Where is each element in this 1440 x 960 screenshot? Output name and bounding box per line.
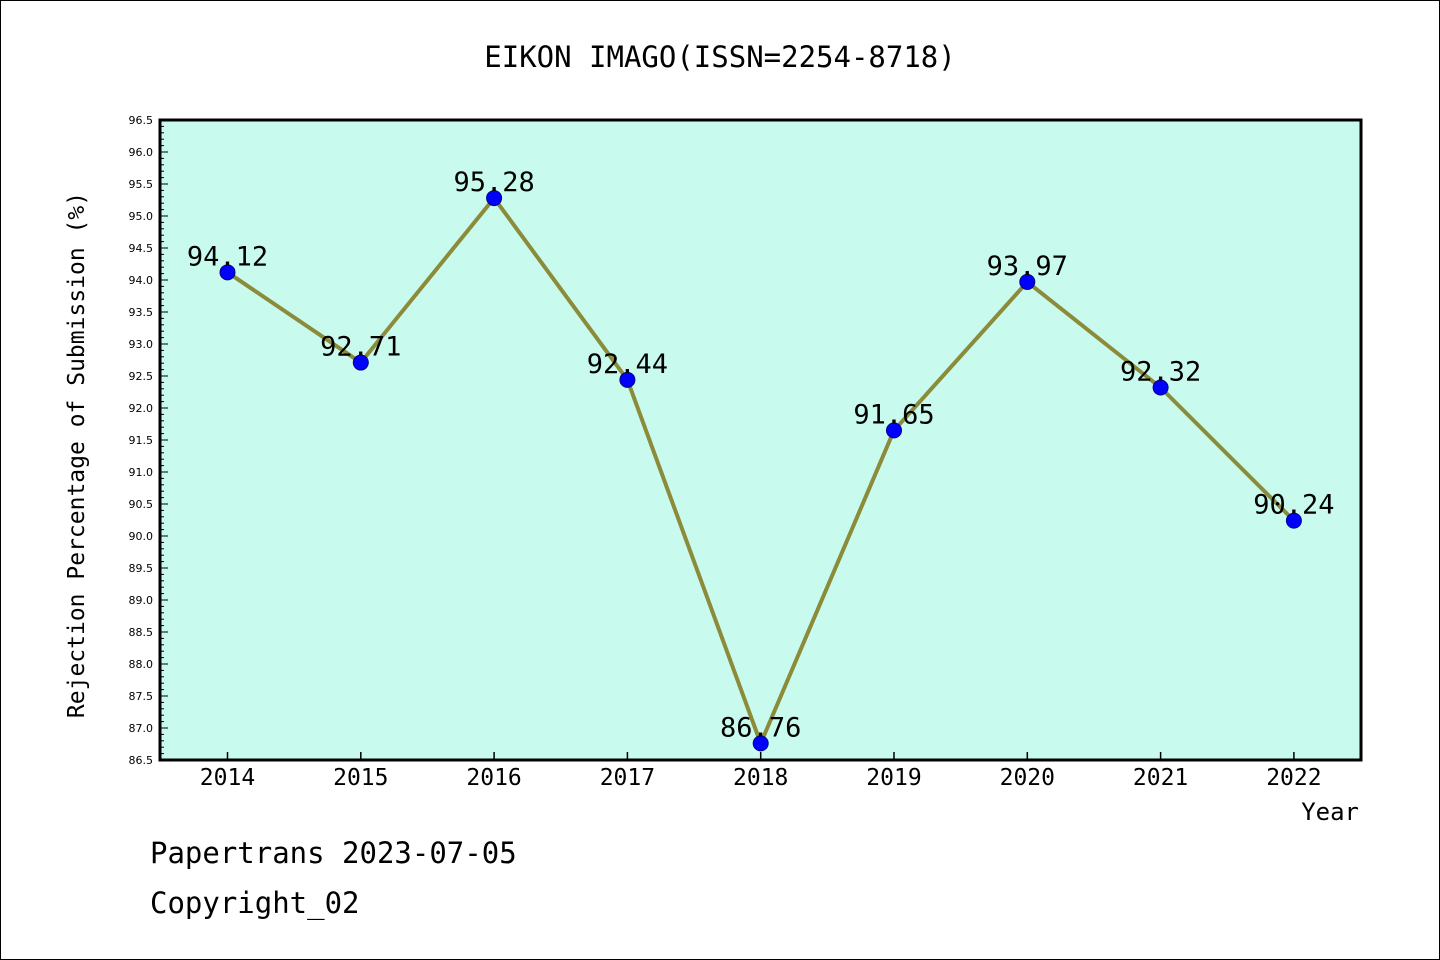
y-tick-label: 94.5 bbox=[129, 242, 154, 255]
y-tick-label: 93.5 bbox=[129, 306, 154, 319]
y-axis-label: Rejection Percentage of Submission (%) bbox=[64, 192, 90, 718]
y-tick-label: 95.5 bbox=[129, 178, 154, 191]
y-tick-label: 95.0 bbox=[129, 210, 154, 223]
x-axis-label: Year bbox=[1301, 798, 1359, 826]
y-tick-label: 88.5 bbox=[129, 626, 154, 639]
y-tick-label: 92.0 bbox=[129, 402, 154, 415]
plot-area bbox=[158, 118, 1363, 762]
y-tick-label: 87.0 bbox=[129, 722, 154, 735]
data-label: 91.65 bbox=[853, 399, 934, 430]
y-tick-label: 93.0 bbox=[129, 338, 154, 351]
y-tick-label: 87.5 bbox=[129, 690, 154, 703]
x-tick-label: 2015 bbox=[333, 765, 388, 791]
data-label: 92.71 bbox=[320, 332, 401, 363]
data-point bbox=[486, 190, 503, 207]
x-tick-label: 2022 bbox=[1266, 765, 1321, 791]
footer-date: Papertrans 2023-07-05 bbox=[150, 836, 517, 870]
x-tick-label: 2018 bbox=[733, 765, 788, 791]
data-label: 86.76 bbox=[720, 712, 801, 743]
y-tick-label: 96.5 bbox=[129, 114, 154, 127]
y-tick-label: 88.0 bbox=[129, 658, 154, 671]
x-tick-label: 2014 bbox=[200, 765, 255, 791]
y-tick-label: 90.5 bbox=[129, 498, 154, 511]
x-tick-label: 2019 bbox=[866, 765, 921, 791]
data-label: 92.44 bbox=[587, 349, 668, 380]
data-point bbox=[886, 422, 902, 439]
chart-title: EIKON IMAGO(ISSN=2254-8718) bbox=[484, 40, 955, 74]
data-point bbox=[352, 354, 369, 371]
x-axis: 2014 2015 2016 2017 2018 2019 2020 2021 2022 bbox=[200, 752, 1322, 791]
data-label: 94.12 bbox=[187, 241, 268, 272]
y-tick-label: 92.5 bbox=[129, 370, 154, 383]
y-tick-label: 86.5 bbox=[129, 754, 154, 767]
x-tick-label: 2016 bbox=[466, 765, 521, 791]
data-label: 93.97 bbox=[987, 251, 1068, 282]
data-label: 90.24 bbox=[1253, 490, 1334, 521]
x-tick-label: 2021 bbox=[1133, 765, 1188, 791]
data-point bbox=[1019, 273, 1036, 290]
data-point bbox=[752, 735, 769, 752]
y-axis: 86.5 87.0 87.5 88.0 88.5 89.0 89.5 90.0 90.5 91.0… bbox=[129, 114, 168, 767]
data-label: 92.32 bbox=[1120, 357, 1201, 388]
y-tick-label: 91.0 bbox=[129, 466, 154, 479]
data-label: 95.28 bbox=[453, 167, 534, 198]
y-tick-label: 89.5 bbox=[129, 562, 154, 575]
data-point bbox=[1285, 512, 1302, 529]
data-point bbox=[619, 371, 636, 388]
y-tick-label: 89.0 bbox=[129, 594, 154, 607]
x-tick-label: 2020 bbox=[1000, 765, 1055, 791]
y-tick-label: 90.0 bbox=[129, 530, 154, 543]
data-point bbox=[1152, 379, 1169, 396]
footer-copyright: Copyright_02 bbox=[150, 886, 360, 920]
y-tick-label: 94.0 bbox=[129, 274, 154, 287]
data-point bbox=[219, 264, 236, 281]
y-tick-label: 91.5 bbox=[129, 434, 154, 447]
y-tick-label: 96.0 bbox=[129, 146, 154, 159]
x-tick-label: 2017 bbox=[600, 765, 655, 791]
data-series: 94.12 92.71 95.28 92.44 86.76 91.65 93.97 92.32… bbox=[187, 167, 1335, 752]
